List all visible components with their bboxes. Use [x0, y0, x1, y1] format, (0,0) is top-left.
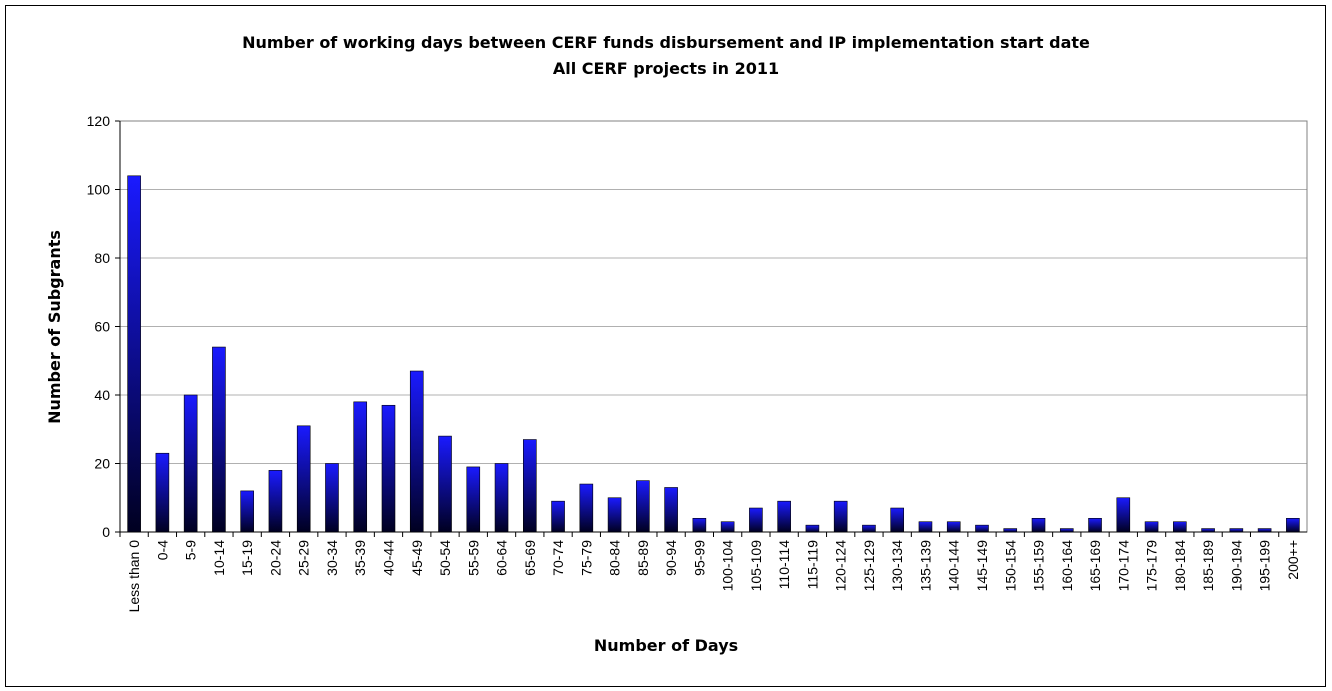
x-tick-label: 120-124: [833, 540, 849, 592]
bar: [579, 483, 594, 533]
x-tick-label: 160-164: [1059, 540, 1075, 592]
bar: [749, 507, 763, 533]
x-tick-label: 125-129: [861, 540, 877, 592]
bar: [494, 463, 509, 533]
x-tick-label: 180-184: [1172, 540, 1188, 592]
x-tick-label: 10-14: [211, 540, 227, 576]
bar: [946, 521, 961, 533]
x-tick-label: 105-109: [748, 540, 764, 592]
bar: [1003, 528, 1018, 533]
bar: [1031, 517, 1046, 533]
bar: [1144, 521, 1159, 533]
chart-title: Number of working days between CERF fund…: [242, 33, 1090, 52]
bar: [183, 394, 198, 533]
bar: [409, 370, 424, 533]
bar: [1229, 528, 1244, 533]
x-tick-label: 95-99: [691, 540, 707, 576]
x-tick-label: 145-149: [974, 540, 990, 592]
x-tick-label: 195-199: [1257, 540, 1273, 592]
x-tick-label: 35-39: [352, 540, 368, 576]
x-tick-label: 175-179: [1144, 540, 1160, 592]
x-tick-label: 90-94: [663, 540, 679, 576]
bar: [1257, 528, 1272, 533]
x-tick-label: 65-69: [522, 540, 538, 576]
y-axis-label: Number of Subgrants: [45, 230, 64, 424]
y-tick-label: 100: [87, 182, 111, 198]
bar: [890, 507, 905, 533]
x-tick-label: 130-134: [889, 540, 905, 592]
x-tick-label: 170-174: [1115, 540, 1131, 592]
bar: [155, 452, 170, 533]
chart-frame: [5, 5, 1326, 687]
y-tick-label: 60: [94, 319, 110, 335]
bar: [240, 490, 254, 533]
bar: [862, 524, 876, 533]
bar: [1173, 521, 1187, 533]
x-tick-label: 30-34: [324, 540, 340, 576]
x-tick-label: 5-9: [183, 540, 199, 560]
bar: [1088, 517, 1102, 533]
bar: [1286, 517, 1300, 533]
bar: [1116, 497, 1131, 533]
x-tick-label: 200++: [1285, 540, 1301, 580]
bar: [268, 470, 283, 533]
bar: [381, 404, 396, 533]
bar: [127, 175, 141, 533]
x-tick-label: 60-64: [494, 540, 510, 576]
x-tick-label: 190-194: [1228, 540, 1244, 592]
bar: [1059, 528, 1074, 533]
bar: [805, 524, 820, 533]
x-tick-label: 15-19: [239, 540, 255, 576]
bar: [212, 346, 226, 533]
y-tick-label: 80: [94, 250, 110, 266]
x-tick-label: 150-154: [1002, 540, 1018, 592]
y-tick-label: 20: [94, 456, 110, 472]
bar: [466, 466, 481, 533]
x-tick-label: 20-24: [267, 540, 283, 576]
bar: [833, 500, 848, 533]
x-tick-label: 25-29: [296, 540, 312, 576]
x-tick-label: 55-59: [465, 540, 481, 576]
x-tick-label: 165-169: [1087, 540, 1103, 592]
x-tick-label: 135-139: [917, 540, 933, 592]
x-tick-label: 140-144: [946, 540, 962, 592]
x-tick-label: 155-159: [1031, 540, 1047, 592]
chart-subtitle: All CERF projects in 2011: [553, 59, 779, 78]
bar: [692, 517, 707, 533]
y-tick-label: 40: [94, 387, 110, 403]
x-tick-label: 45-49: [409, 540, 425, 576]
bar: [975, 524, 989, 533]
bar: [522, 439, 537, 533]
x-tick-label: 110-114: [776, 540, 792, 590]
x-axis-label: Number of Days: [594, 636, 738, 655]
x-tick-label: 85-89: [635, 540, 651, 576]
bar: [325, 463, 339, 533]
y-tick-label: 0: [102, 524, 110, 540]
bar: [720, 521, 735, 533]
x-tick-label: 0-4: [154, 540, 170, 560]
bar: [918, 521, 933, 533]
bar: [636, 480, 650, 533]
x-tick-label: 100-104: [720, 540, 736, 592]
y-tick-label: 120: [87, 113, 111, 129]
bar: [551, 500, 565, 533]
x-tick-label: 185-189: [1200, 540, 1216, 592]
x-tick-label: 115-119: [804, 540, 820, 590]
bar: [438, 435, 452, 533]
bar: [664, 487, 678, 533]
x-tick-label: 80-84: [607, 540, 623, 576]
bar: [296, 425, 311, 533]
x-tick-label: 40-44: [380, 540, 396, 576]
bar: [607, 497, 622, 533]
x-tick-label: 50-54: [437, 540, 453, 576]
bar: [1201, 528, 1215, 533]
bar: [777, 500, 791, 533]
x-tick-label: 75-79: [578, 540, 594, 576]
bar: [353, 401, 368, 533]
x-tick-label: Less than 0: [126, 540, 142, 613]
x-tick-label: 70-74: [550, 540, 566, 576]
